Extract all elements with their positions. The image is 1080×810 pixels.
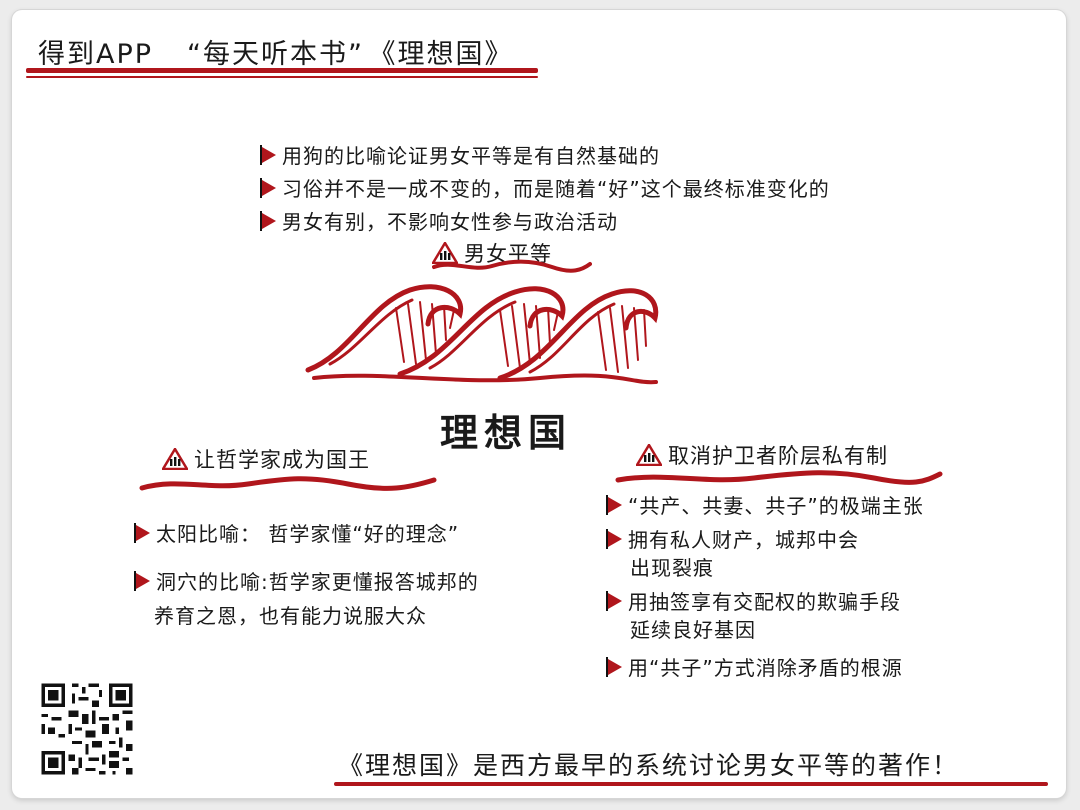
left-section-title: 让哲学家成为国王 [162,444,370,474]
right-section-title-text: 取消护卫者阶层私有制 [668,444,888,468]
left-bullet-2: 洞穴的比喻:哲学家更懂报答城邦的 [134,566,479,595]
right-bullet-3-text: 用抽签享有交配权的欺骗手段 [628,590,901,614]
header-title: 得到APP “每天听本书” 《理想国》 [38,32,514,71]
header-brand: 得到APP [38,39,154,70]
right-bullet-1-text: “共产、共妻、共子”的极端主张 [628,494,924,518]
top-bullet-2: 习俗并不是一成不变的，而是随着“好”这个最终标准变化的 [260,173,830,202]
header-program: “每天听本书” [187,39,365,70]
red-triangle-bullet-icon [606,590,622,611]
header-book: 《理想国》 [382,39,514,70]
left-section-title-text: 让哲学家成为国王 [194,448,370,472]
right-bullet-1: “共产、共妻、共子”的极端主张 [606,490,924,519]
top-section-squiggle [432,259,592,273]
left-bullet-2-line2: 养育之恩，也有能力说服大众 [154,604,427,628]
right-bullet-2-text: 拥有私人财产，城邦中会 [628,528,859,552]
top-bullet-2-text: 习俗并不是一成不变的，而是随着“好”这个最终标准变化的 [282,177,830,201]
right-bullet-3-line2: 延续良好基因 [630,618,756,642]
footer-summary: 《理想国》是西方最早的系统讨论男女平等的著作！ [338,751,960,780]
top-bullet-1: 用狗的比喻论证男女平等是有自然基础的 [260,140,660,169]
left-bullet-1: 太阳比喻： 哲学家懂“好的理念” [134,518,460,547]
red-triangle-bullet-icon [260,177,276,198]
qr-code-icon [38,680,136,778]
warning-triangle-icon [162,448,188,470]
center-title: 理想国 [440,411,573,455]
top-bullet-3: 男女有别，不影响女性参与政治活动 [260,206,618,235]
red-triangle-bullet-icon [134,522,150,543]
red-waves-icon [305,284,659,385]
mindmap-card: 得到APP “每天听本书” 《理想国》 用狗的比喻论证男女平等是有自然基础的 习俗并… [12,10,1066,798]
left-bullet-2-text: 洞穴的比喻:哲学家更懂报答城邦的 [156,570,479,594]
right-section-squiggle [615,470,943,485]
red-triangle-bullet-icon [260,144,276,165]
red-triangle-bullet-icon [134,570,150,591]
footer-underline [334,782,1048,786]
red-triangle-bullet-icon [606,528,622,549]
right-bullet-4: 用“共子”方式消除矛盾的根源 [606,652,903,681]
right-bullet-2-line2: 出现裂痕 [630,556,714,580]
top-bullet-3-text: 男女有别，不影响女性参与政治活动 [282,210,618,234]
right-bullet-4-text: 用“共子”方式消除矛盾的根源 [628,656,903,680]
right-bullet-3: 用抽签享有交配权的欺骗手段 [606,586,901,615]
right-section-title: 取消护卫者阶层私有制 [636,440,888,470]
header-underline [26,68,538,73]
top-bullet-1-text: 用狗的比喻论证男女平等是有自然基础的 [282,144,660,168]
warning-triangle-icon [636,444,662,466]
header-underline-thin [26,76,538,78]
red-triangle-bullet-icon [606,494,622,515]
left-bullet-1-text: 太阳比喻： 哲学家懂“好的理念” [156,522,460,546]
red-triangle-bullet-icon [260,210,276,231]
left-section-squiggle [139,476,437,491]
right-bullet-2: 拥有私人财产，城邦中会 [606,524,859,553]
red-triangle-bullet-icon [606,656,622,677]
